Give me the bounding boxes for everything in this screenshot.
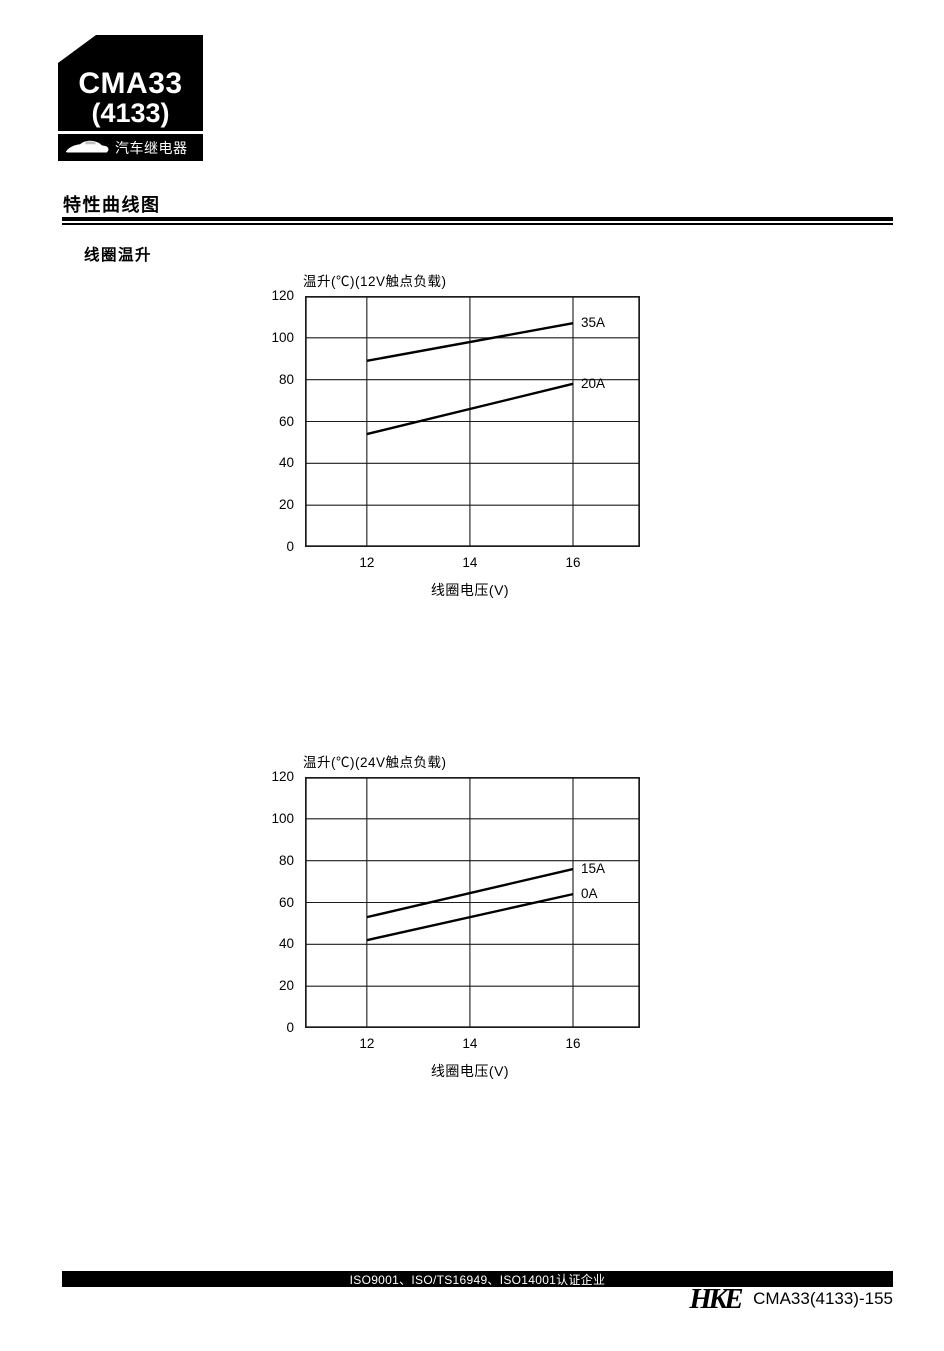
chart-x-axis-label: 线圈电压(V) <box>430 582 510 598</box>
chart-title: 温升(℃)(12V触点负载) <box>303 274 447 289</box>
x-tick-label: 12 <box>359 1036 375 1051</box>
data-line-0A <box>366 892 574 942</box>
data-line-20A <box>366 382 574 436</box>
product-category-strip: 汽车继电器 <box>58 134 203 161</box>
y-tick-label: 120 <box>271 288 294 303</box>
x-tick-label: 16 <box>565 555 581 570</box>
data-line-35A <box>366 322 574 363</box>
page-number: CMA33(4133)-155 <box>753 1289 893 1308</box>
product-badge: CMA33 (4133) <box>58 35 203 131</box>
y-tick-label: 80 <box>278 371 294 387</box>
x-tick-label: 14 <box>462 1036 478 1051</box>
plot-frame <box>305 296 640 548</box>
chart-plot-area <box>305 777 640 1029</box>
chart-title: 温升(℃)(24V触点负载) <box>303 755 447 770</box>
x-tick-label: 14 <box>462 555 478 570</box>
product-category-label: 汽车继电器 <box>115 139 188 156</box>
y-tick-label: 100 <box>271 810 294 826</box>
chart-coil-temp-rise-12v: 温升(℃)(12V触点负载) 线圈电压(V) 0 20 40 60 80 100 120 12… <box>245 268 700 608</box>
series-label: 35A <box>581 315 606 331</box>
y-tick-label: 0 <box>286 1020 294 1035</box>
y-tick-label: 20 <box>278 978 294 994</box>
series-label: 20A <box>581 375 606 391</box>
y-tick-label: 40 <box>278 455 294 471</box>
footer-certification-bar: ISO9001、ISO/TS16949、ISO14001认证企业 <box>62 1271 893 1287</box>
x-tick-label: 16 <box>565 1036 581 1051</box>
footer-certification-text: ISO9001、ISO/TS16949、ISO14001认证企业 <box>349 1272 606 1287</box>
product-model-alt: (4133) <box>91 97 170 128</box>
y-tick-label: 0 <box>286 539 294 554</box>
chart-plot-area <box>305 296 640 548</box>
data-line-15A <box>366 867 574 919</box>
y-tick-label: 60 <box>278 894 294 910</box>
y-tick-label: 120 <box>271 769 294 784</box>
y-tick-label: 60 <box>278 413 294 429</box>
product-model: CMA33 <box>78 66 183 100</box>
car-icon <box>65 140 109 153</box>
y-tick-label: 80 <box>278 852 294 868</box>
section-title: 特性曲线图 <box>63 195 161 215</box>
hke-logo: HKE <box>689 1282 743 1315</box>
plot-frame <box>305 777 640 1029</box>
chart-coil-temp-rise-24v: 温升(℃)(24V触点负载) 线圈电压(V) 0 20 40 60 80 100 120 12… <box>245 749 700 1089</box>
series-label: 0A <box>581 886 598 902</box>
y-tick-label: 40 <box>278 936 294 952</box>
chart-x-axis-label: 线圈电压(V) <box>430 1063 510 1079</box>
series-label: 15A <box>581 861 606 877</box>
section-divider <box>62 217 893 225</box>
x-tick-label: 12 <box>359 555 375 570</box>
y-tick-label: 100 <box>271 329 294 345</box>
footer-right: HKE CMA33(4133)-155 <box>689 1282 893 1315</box>
y-tick-label: 20 <box>278 497 294 513</box>
subsection-label: 线圈温升 <box>84 247 153 264</box>
